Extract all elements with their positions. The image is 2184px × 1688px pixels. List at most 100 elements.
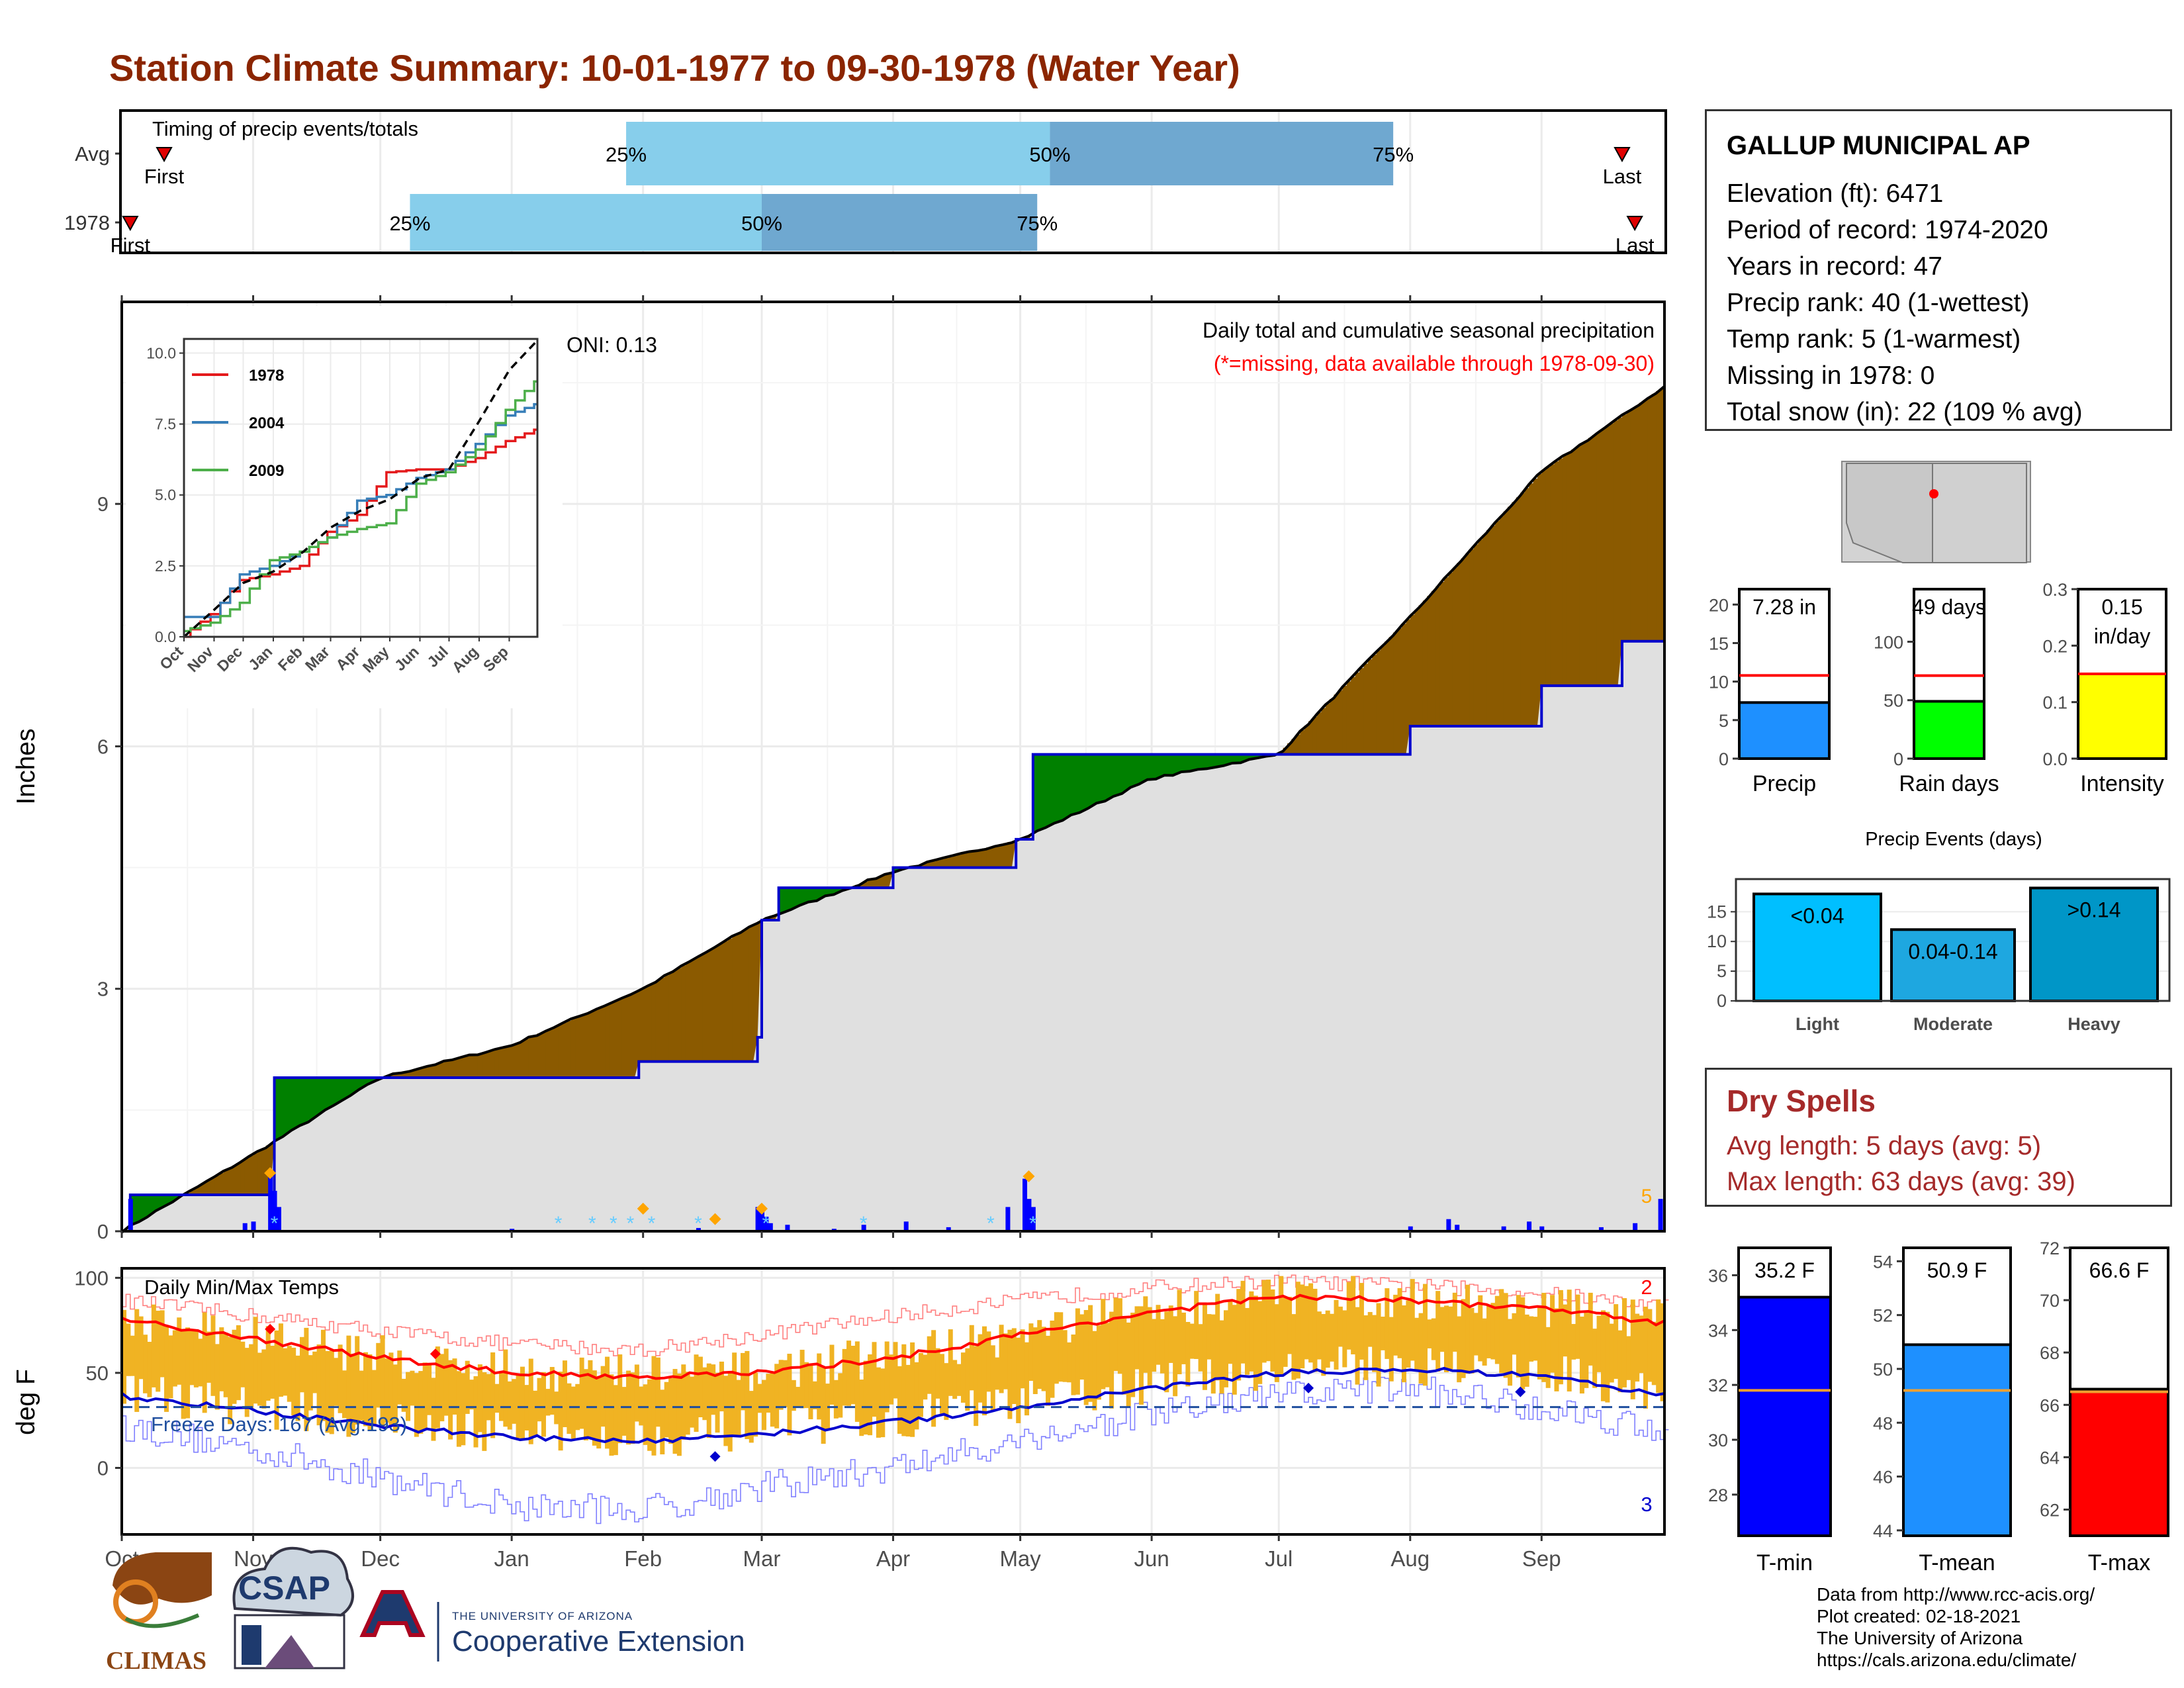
daily-precip-bar (276, 1207, 281, 1231)
precip-anomaly-fill (236, 1163, 242, 1196)
daily-temp-bar (990, 1345, 995, 1411)
daily-temp-bar (833, 1380, 839, 1419)
precip-anomaly-fill (804, 888, 809, 904)
precip-anomaly-fill (825, 888, 831, 896)
daily-temp-bar (249, 1344, 254, 1408)
timing-pct-label: 50% (1029, 143, 1070, 166)
precip-anomaly-fill (516, 1043, 521, 1078)
precip-anomaly-fill (711, 948, 716, 1062)
summary-value-label: 49 days (1912, 595, 1986, 619)
daily-temp-bar (528, 1358, 533, 1444)
precip-anomaly-fill (647, 985, 653, 1062)
daily-temp-bar (1465, 1284, 1471, 1374)
timing-pct-label: 75% (1373, 143, 1414, 166)
precip-anomaly-fill (143, 1195, 148, 1218)
precip-anomaly-fill (863, 882, 868, 888)
daily-temp-bar (740, 1352, 745, 1411)
precip-title: Daily total and cumulative seasonal prec… (1203, 318, 1655, 342)
precip-anomaly-fill (605, 1004, 610, 1078)
precip-anomaly-fill (1388, 637, 1394, 755)
daily-temp-bar (1393, 1294, 1398, 1356)
precip-anomaly-fill (304, 1078, 309, 1123)
precip-anomaly-fill (995, 845, 1000, 868)
dry-spells-title: Dry Spells (1727, 1084, 1876, 1118)
precip-anomaly-fill (308, 1078, 313, 1120)
daily-temp-bar (1316, 1311, 1322, 1360)
precip-anomaly-fill (1363, 663, 1369, 755)
precip-anomaly-fill (1109, 754, 1115, 798)
daily-temp-bar (1579, 1316, 1584, 1394)
daily-temp-bar (609, 1374, 614, 1456)
last-event-marker (1626, 216, 1643, 232)
precip-anomaly-fill (371, 1078, 377, 1082)
precip-anomaly-fill (1321, 708, 1326, 755)
summary-ytick-label: 0 (1719, 749, 1729, 769)
precip-anomaly-fill (1236, 754, 1242, 763)
temp-xtick-label: Jan (494, 1546, 529, 1571)
daily-temp-bar (456, 1371, 461, 1447)
precip-anomaly-fill (1232, 754, 1238, 763)
precip-anomaly-fill (1206, 754, 1212, 768)
precip-anomaly-fill (1177, 754, 1182, 774)
daily-temp-bar (1414, 1317, 1420, 1371)
snow-marker: * (694, 1213, 702, 1235)
daily-temp-bar (783, 1360, 788, 1407)
tavg-ytick-label: 48 (1873, 1413, 1893, 1433)
precip-anomaly-fill (745, 928, 750, 1062)
record-high-marker (430, 1348, 441, 1360)
daily-precip-bar (764, 1217, 769, 1231)
events-ytick-label: 15 (1707, 902, 1727, 921)
daily-temp-bar (1617, 1330, 1623, 1393)
precip-anomaly-fill (1410, 614, 1415, 726)
precip-anomaly-fill (668, 972, 674, 1062)
temp-xtick-label: Sep (1522, 1546, 1561, 1571)
tavg-bar (1902, 1343, 2012, 1537)
precip-anomaly-fill (1126, 754, 1131, 790)
daily-temp-bar (812, 1381, 817, 1410)
daily-temp-bar (1113, 1297, 1118, 1372)
daily-temp-bar (1325, 1310, 1330, 1368)
dry-spells-max: Max length: 63 days (avg: 39) (1727, 1167, 2075, 1196)
precip-anomaly-fill (482, 1052, 487, 1078)
station-temp-rank: Temp rank: 5 (1-warmest) (1727, 325, 2021, 353)
precip-anomaly-fill (452, 1059, 457, 1078)
daily-temp-bar (643, 1384, 648, 1445)
daily-temp-bar (1486, 1305, 1492, 1358)
tavg-ytick-label: 62 (2040, 1500, 2060, 1520)
daily-temp-bar (507, 1381, 512, 1430)
daily-temp-bar (1037, 1320, 1042, 1389)
daily-temp-bar (600, 1366, 606, 1427)
daily-temp-bar (151, 1304, 156, 1387)
daily-temp-bar (265, 1326, 271, 1401)
snow-marker: * (627, 1213, 635, 1235)
daily-temp-bar (219, 1327, 224, 1391)
precip-anomaly-fill (1062, 754, 1068, 819)
climas-emblem (113, 1552, 212, 1605)
precip-anomaly-fill (465, 1056, 470, 1078)
snow-marker: * (610, 1213, 617, 1235)
max-event-marker (755, 1202, 768, 1215)
daily-temp-bar (316, 1344, 322, 1426)
csap-cloud (232, 1546, 354, 1617)
precip-anomaly-fill (613, 1000, 619, 1078)
daily-temp-bar (1109, 1311, 1115, 1409)
precip-anomaly-fill (1092, 754, 1097, 806)
precip-anomaly-fill (1173, 754, 1178, 774)
precip-anomaly-fill (295, 1078, 300, 1128)
daily-temp-bar (401, 1378, 406, 1412)
tavg-value-label: 66.6 F (2089, 1258, 2150, 1282)
daily-temp-bar (198, 1338, 203, 1387)
daily-precip-bar (1633, 1223, 1638, 1231)
daily-temp-bar (1257, 1301, 1263, 1384)
daily-temp-bar (1291, 1314, 1297, 1380)
summary-bar (2077, 673, 2167, 760)
precip-anomaly-fill (960, 853, 966, 868)
daily-temp-bar (1359, 1283, 1364, 1360)
daily-precip-bar (1539, 1226, 1545, 1231)
daily-temp-bar (498, 1372, 504, 1421)
daily-temp-bar (342, 1370, 347, 1419)
daily-temp-bar (1614, 1304, 1619, 1379)
daily-temp-bar (1236, 1289, 1242, 1381)
daily-temp-bar (1508, 1319, 1513, 1386)
precip-anomaly-fill (634, 991, 640, 1078)
